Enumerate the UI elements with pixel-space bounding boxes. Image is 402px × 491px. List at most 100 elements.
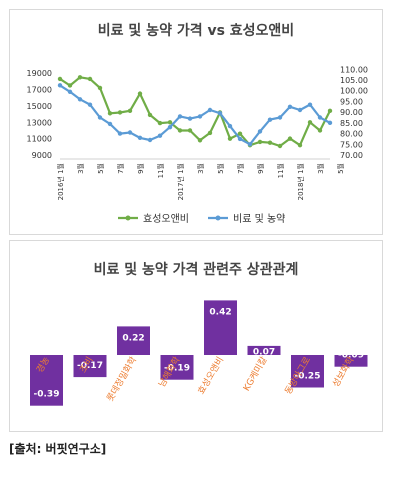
bar-7 (334, 355, 368, 367)
x-tick-label-0: 2016년 1월 (56, 163, 65, 200)
series-1-point-0 (57, 83, 63, 88)
series-0-point-3 (87, 76, 93, 82)
series-1-point-22 (277, 115, 283, 120)
x-tick-label-6: 2017년 1월 (176, 163, 185, 200)
series-1-point-6 (117, 131, 123, 136)
y-right-tick-2: 80.00 (340, 130, 363, 139)
x-tick-label-8: 5월 (216, 163, 225, 174)
series-1-point-20 (257, 129, 263, 134)
series-1-point-23 (287, 104, 293, 109)
y-left-tick-3: 15000 (27, 102, 52, 111)
series-0-point-1 (67, 83, 73, 88)
category-label-4: 효성오앤비 (196, 355, 226, 396)
x-tick-label-7: 3월 (196, 163, 205, 174)
bar-value-label-7: -0.09 (338, 351, 364, 361)
series-1-point-21 (267, 117, 273, 122)
y-left-tick-2: 13000 (27, 118, 52, 127)
series-0-point-14 (197, 138, 203, 143)
bar-3 (160, 355, 194, 380)
x-tick-label-2: 5월 (96, 163, 105, 174)
series-0-point-6 (117, 110, 123, 115)
x-tick-label-11: 11월 (276, 163, 285, 178)
series-0-point-15 (207, 130, 213, 136)
series-1-point-4 (97, 115, 103, 120)
series-0-point-25 (307, 120, 313, 125)
y-right-tick-4: 90.00 (340, 108, 363, 117)
bar-value-label-2: 0.22 (122, 333, 144, 343)
series-0-point-8 (137, 91, 143, 96)
y-right-tick-3: 85.00 (340, 119, 363, 128)
bar-2 (117, 326, 150, 355)
series-0-point-11 (167, 120, 173, 125)
series-0-point-13 (187, 128, 193, 133)
y-left-tick-1: 11000 (27, 135, 52, 144)
series-1-point-12 (177, 114, 183, 119)
series-1-point-2 (77, 97, 83, 102)
bar-chart-title: 비료 및 농약 가격 관련주 상관관계 (93, 262, 299, 278)
bar-5 (247, 345, 281, 355)
series-0-point-27 (327, 108, 333, 114)
category-label-2: 롯데정밀화학 (104, 355, 139, 404)
x-tick-label-12: 2018년 1월 (296, 163, 305, 200)
bar-value-label-6: -0.25 (295, 372, 321, 382)
source-note: [출처: 버핏연구소] (9, 442, 107, 456)
series-0-point-26 (317, 128, 323, 133)
series-1-point-5 (107, 121, 113, 127)
x-tick-label-10: 9월 (256, 163, 265, 174)
series-1-point-13 (187, 116, 193, 121)
series-1-point-8 (137, 135, 143, 141)
series-0-point-23 (287, 136, 293, 141)
series-1-point-3 (87, 102, 93, 107)
series-0-point-17 (227, 136, 233, 141)
x-tick-label-14: 5월 (336, 163, 345, 174)
legend-label-1: 비료 및 농약 (233, 213, 285, 225)
series-line-0 (59, 76, 331, 148)
category-label-5: KG케미칼 (241, 355, 269, 393)
series-1-point-26 (317, 115, 323, 120)
bar-6 (291, 355, 324, 388)
series-1-point-25 (307, 102, 313, 107)
x-tick-label-9: 7월 (236, 163, 245, 174)
legend-label-0: 효성오앤비 (143, 213, 189, 225)
bar-value-label-4: 0.42 (209, 307, 231, 317)
series-0-point-4 (97, 85, 103, 91)
line-chart-svg: 9000110001300015000170001900070.0075.008… (27, 65, 368, 225)
series-1-point-17 (227, 123, 233, 129)
series-1-point-1 (67, 89, 73, 94)
series-1-point-15 (207, 107, 213, 113)
legend-swatch-marker-0 (125, 215, 131, 221)
y-right-tick-7: 105.00 (340, 76, 368, 85)
series-0-point-24 (297, 142, 303, 148)
legend-swatch-marker-1 (215, 215, 221, 221)
y-right-tick-5: 95.00 (340, 97, 363, 106)
series-1-point-19 (247, 142, 253, 147)
series-1-point-24 (297, 107, 303, 113)
series-0-point-21 (267, 140, 273, 145)
series-0-point-2 (77, 75, 83, 80)
bar-0 (30, 355, 63, 406)
series-0-point-18 (237, 131, 243, 136)
bar-value-label-0: -0.39 (34, 390, 60, 400)
y-right-tick-1: 75.00 (340, 140, 363, 149)
series-0-point-20 (257, 139, 263, 145)
series-1-point-9 (147, 137, 153, 143)
y-left-tick-0: 9000 (32, 151, 52, 160)
series-0-point-22 (277, 143, 283, 149)
x-tick-label-1: 3월 (76, 163, 85, 174)
correlation-chart-panel: 비료 및 농약 가격 관련주 상관관계 -0.39 경농 -0.17 조비 0.22 롯데… (9, 240, 383, 432)
series-1-point-10 (157, 133, 163, 138)
price-vs-stock-chart-panel: 비료 및 농약 가격 vs 효성오앤비 9000 11000 13000 15000 1… (9, 9, 383, 235)
series-1-point-7 (127, 130, 133, 135)
series-0-point-5 (107, 111, 113, 116)
series-line-1 (59, 84, 331, 146)
y-left-tick-5: 19000 (27, 69, 52, 78)
y-left-tick-4: 17000 (27, 86, 52, 95)
series-0-point-7 (127, 108, 133, 114)
x-tick-label-5: 11월 (156, 163, 165, 178)
bar-value-label-3: -0.19 (164, 364, 190, 374)
series-0-point-9 (147, 112, 153, 118)
series-1-point-18 (237, 136, 243, 142)
x-tick-label-4: 9월 (136, 163, 145, 174)
bar-1 (73, 355, 107, 378)
line-chart-title: 비료 및 농약 가격 vs 효성오앤비 (97, 23, 295, 39)
